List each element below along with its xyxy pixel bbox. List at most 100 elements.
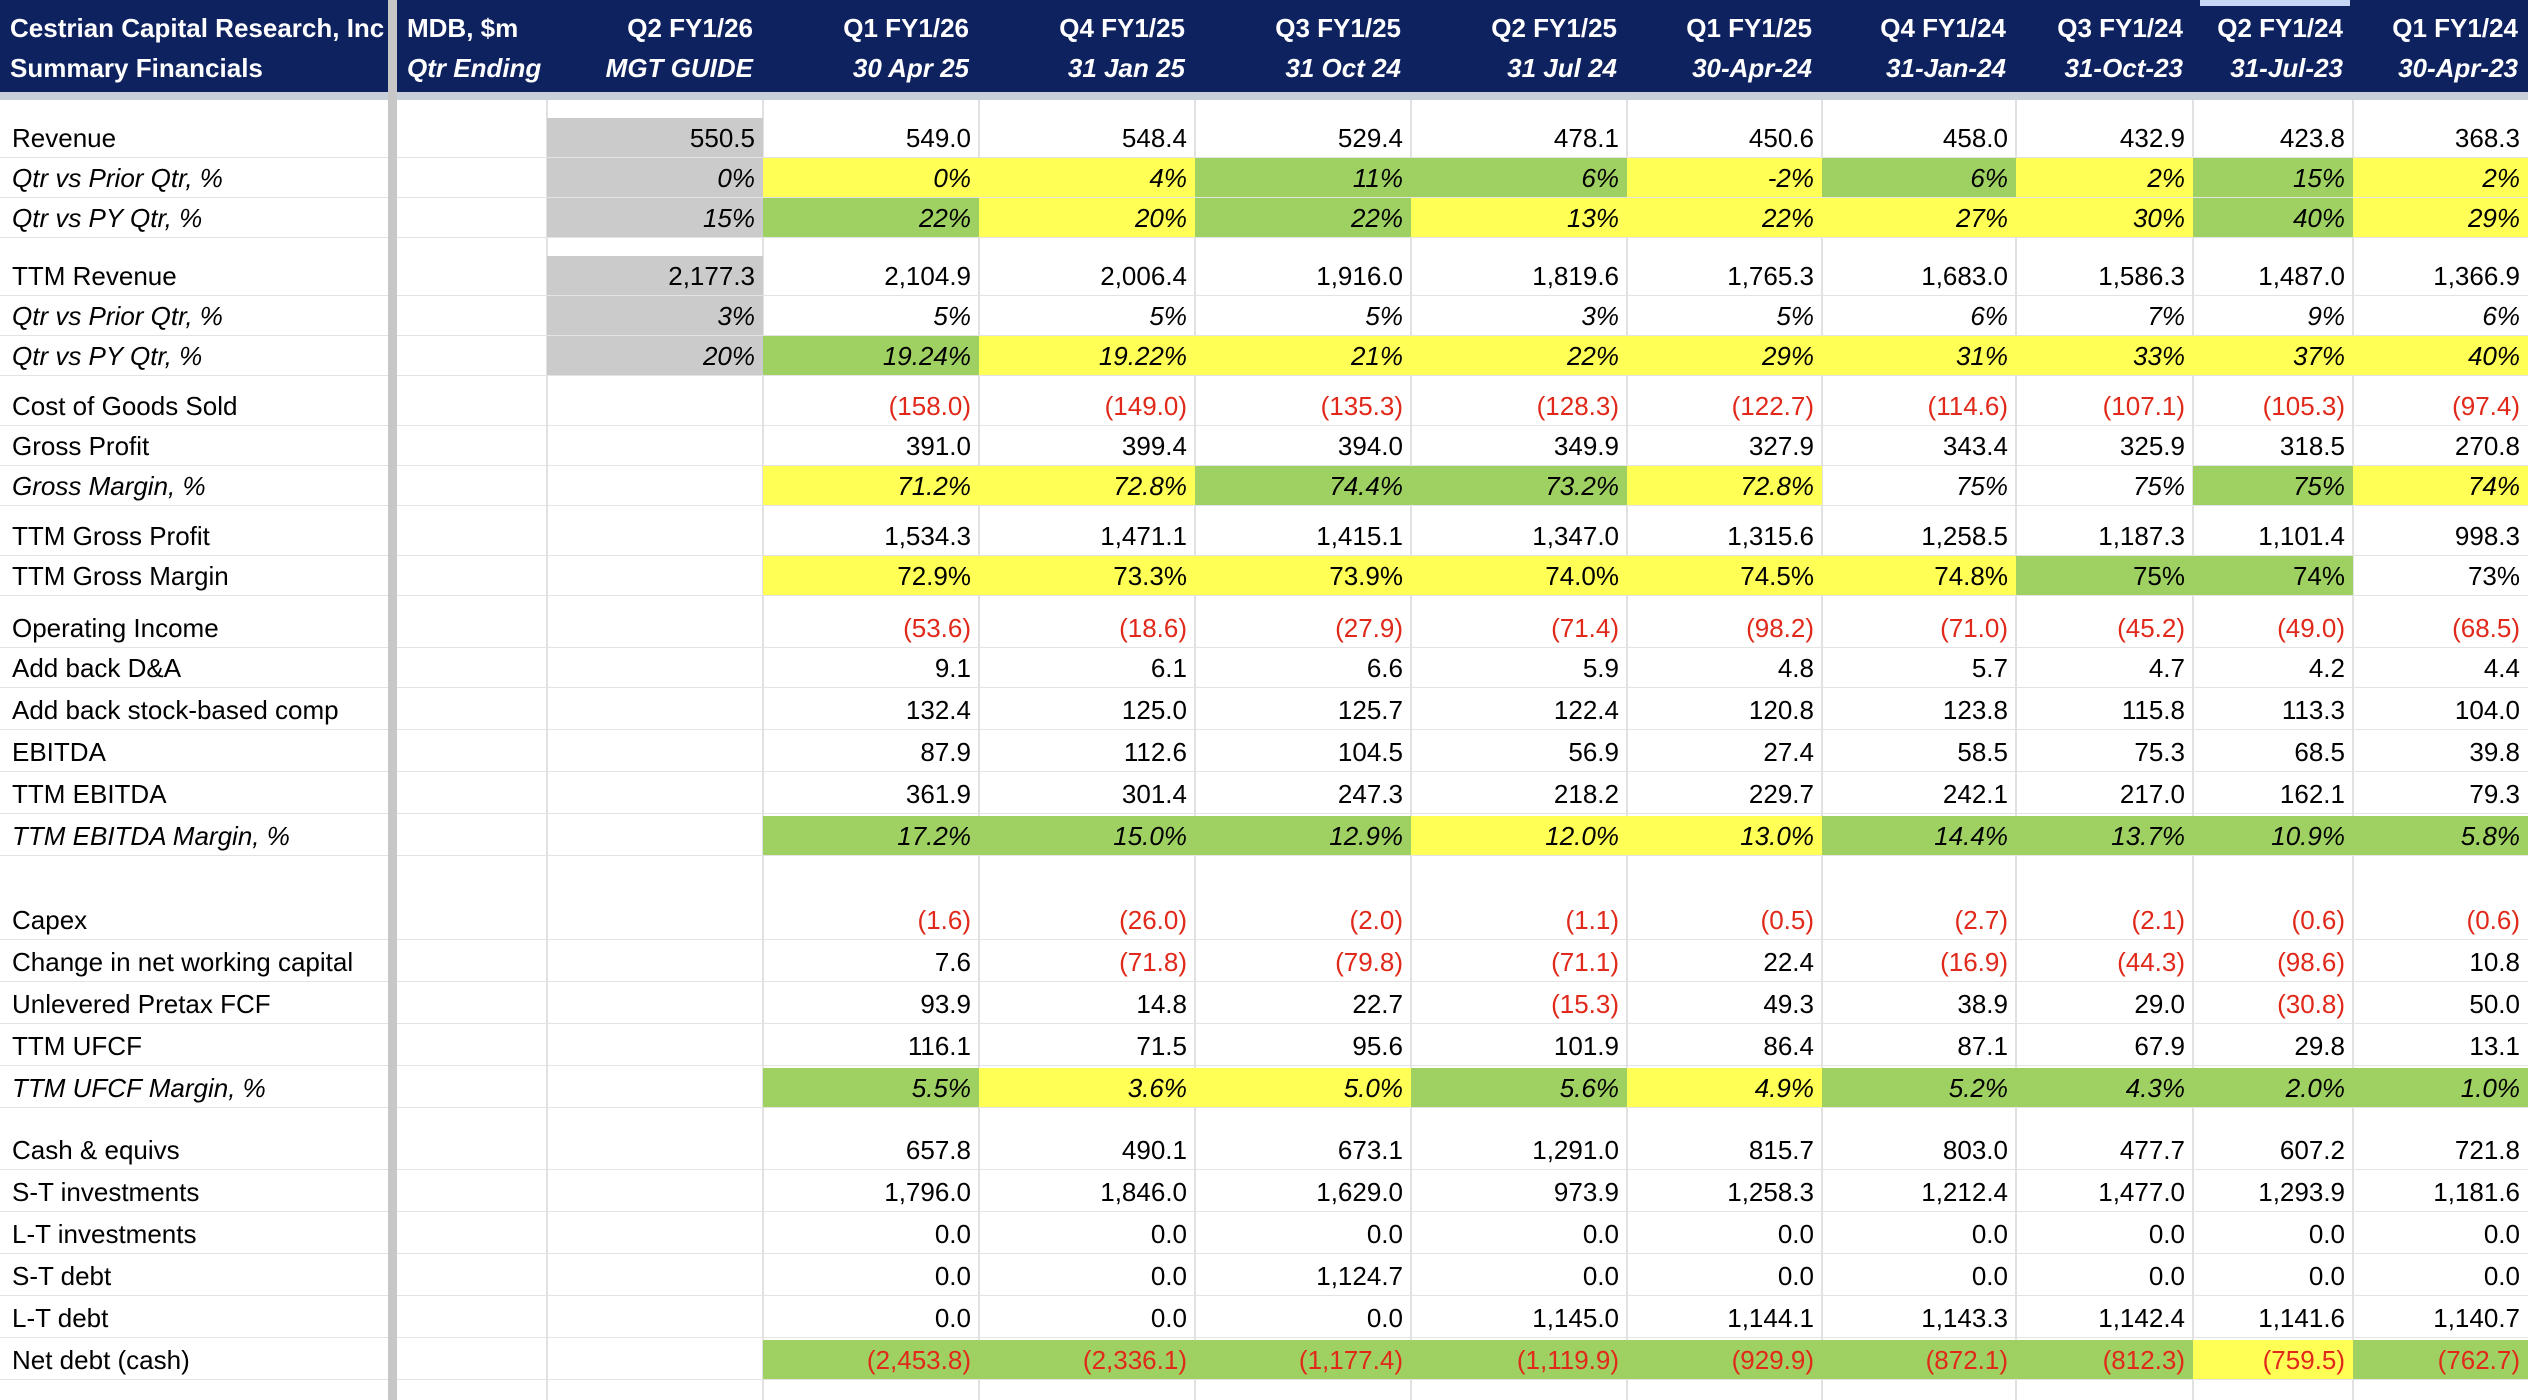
value-cell[interactable]: 93.9 [763,984,979,1024]
value-cell[interactable] [547,732,763,772]
row-label[interactable]: S-T debt [0,1256,388,1296]
value-cell[interactable]: 7.6 [763,942,979,982]
value-cell[interactable]: 33% [2016,336,2193,376]
value-cell[interactable]: 0.0 [1627,1214,1822,1254]
row-label[interactable]: L-T investments [0,1214,388,1254]
value-cell[interactable]: 50.0 [2353,984,2528,1024]
value-cell[interactable]: 20% [979,198,1195,238]
blank-cell[interactable] [397,1298,547,1338]
value-cell[interactable]: (2.0) [1195,900,1411,940]
value-cell[interactable] [547,1026,763,1066]
value-cell[interactable]: 19.22% [979,336,1195,376]
value-cell[interactable]: 29% [1627,336,1822,376]
value-cell[interactable]: 1,477.0 [2016,1172,2193,1212]
value-cell[interactable] [547,1298,763,1338]
value-cell[interactable]: (812.3) [2016,1340,2193,1380]
value-cell[interactable]: (53.6) [763,608,979,648]
value-cell[interactable]: (135.3) [1195,386,1411,426]
value-cell[interactable]: 657.8 [763,1130,979,1170]
value-cell[interactable]: 71.5 [979,1026,1195,1066]
value-cell[interactable]: 998.3 [2353,516,2528,556]
value-cell[interactable]: (98.6) [2193,942,2353,982]
value-cell[interactable]: 5.2% [1822,1068,2016,1108]
value-cell[interactable]: 1,144.1 [1627,1298,1822,1338]
value-cell[interactable] [547,1172,763,1212]
value-cell[interactable]: 0% [763,158,979,198]
value-cell[interactable]: (45.2) [2016,608,2193,648]
value-cell[interactable]: 1,145.0 [1411,1298,1627,1338]
value-cell[interactable] [547,900,763,940]
value-cell[interactable]: 13.1 [2353,1026,2528,1066]
row-label[interactable]: Gross Profit [0,426,388,466]
value-cell[interactable]: 458.0 [1822,118,2016,158]
value-cell[interactable]: 229.7 [1627,774,1822,814]
value-cell[interactable]: 74.8% [1822,556,2016,596]
value-cell[interactable]: 22% [1627,198,1822,238]
value-cell[interactable]: 72.8% [979,466,1195,506]
blank-cell[interactable] [397,516,547,556]
value-cell[interactable]: (44.3) [2016,942,2193,982]
value-cell[interactable]: 5% [1627,296,1822,336]
row-label[interactable]: TTM UFCF Margin, % [0,1068,388,1108]
value-cell[interactable]: (71.4) [1411,608,1627,648]
value-cell[interactable]: 27.4 [1627,732,1822,772]
value-cell[interactable]: 125.0 [979,690,1195,730]
value-cell[interactable]: 1,212.4 [1822,1172,2016,1212]
value-cell[interactable]: 9% [2193,296,2353,336]
value-cell[interactable]: (49.0) [2193,608,2353,648]
value-cell[interactable]: (15.3) [1411,984,1627,1024]
value-cell[interactable] [547,648,763,688]
value-cell[interactable]: 368.3 [2353,118,2528,158]
value-cell[interactable]: 2,104.9 [763,256,979,296]
value-cell[interactable]: 1,293.9 [2193,1172,2353,1212]
value-cell[interactable]: 478.1 [1411,118,1627,158]
value-cell[interactable]: 361.9 [763,774,979,814]
value-cell[interactable]: 74% [2353,466,2528,506]
value-cell[interactable]: 1,846.0 [979,1172,1195,1212]
value-cell[interactable] [547,1340,763,1380]
value-cell[interactable]: (18.6) [979,608,1195,648]
value-cell[interactable]: 5.0% [1195,1068,1411,1108]
value-cell[interactable]: 75% [2016,556,2193,596]
blank-cell[interactable] [397,690,547,730]
value-cell[interactable]: 4.9% [1627,1068,1822,1108]
value-cell[interactable]: 550.5 [547,118,763,158]
value-cell[interactable]: 343.4 [1822,426,2016,466]
row-label[interactable]: TTM Gross Margin [0,556,388,596]
value-cell[interactable]: 7% [2016,296,2193,336]
value-cell[interactable]: 4.3% [2016,1068,2193,1108]
value-cell[interactable] [547,1256,763,1296]
value-cell[interactable]: 391.0 [763,426,979,466]
value-cell[interactable]: (107.1) [2016,386,2193,426]
value-cell[interactable]: 86.4 [1627,1026,1822,1066]
value-cell[interactable]: 3% [1411,296,1627,336]
value-cell[interactable]: 0.0 [1822,1256,2016,1296]
value-cell[interactable]: 22% [763,198,979,238]
value-cell[interactable]: (0.6) [2353,900,2528,940]
value-cell[interactable] [547,1068,763,1108]
value-cell[interactable]: 1,315.6 [1627,516,1822,556]
value-cell[interactable]: 6% [1822,158,2016,198]
value-cell[interactable]: 101.9 [1411,1026,1627,1066]
value-cell[interactable]: 71.2% [763,466,979,506]
value-cell[interactable]: 548.4 [979,118,1195,158]
value-cell[interactable] [547,690,763,730]
value-cell[interactable]: 20% [547,336,763,376]
value-cell[interactable]: 104.5 [1195,732,1411,772]
value-cell[interactable]: 31% [1822,336,2016,376]
value-cell[interactable] [547,816,763,856]
value-cell[interactable]: (158.0) [763,386,979,426]
row-label[interactable]: TTM Revenue [0,256,388,296]
value-cell[interactable]: 75% [2016,466,2193,506]
value-cell[interactable]: 14.8 [979,984,1195,1024]
value-cell[interactable]: 477.7 [2016,1130,2193,1170]
value-cell[interactable] [547,984,763,1024]
value-cell[interactable]: 73.9% [1195,556,1411,596]
blank-cell[interactable] [397,296,547,336]
value-cell[interactable] [547,556,763,596]
value-cell[interactable]: 79.3 [2353,774,2528,814]
blank-cell[interactable] [397,648,547,688]
value-cell[interactable]: 0.0 [1627,1256,1822,1296]
value-cell[interactable]: (79.8) [1195,942,1411,982]
